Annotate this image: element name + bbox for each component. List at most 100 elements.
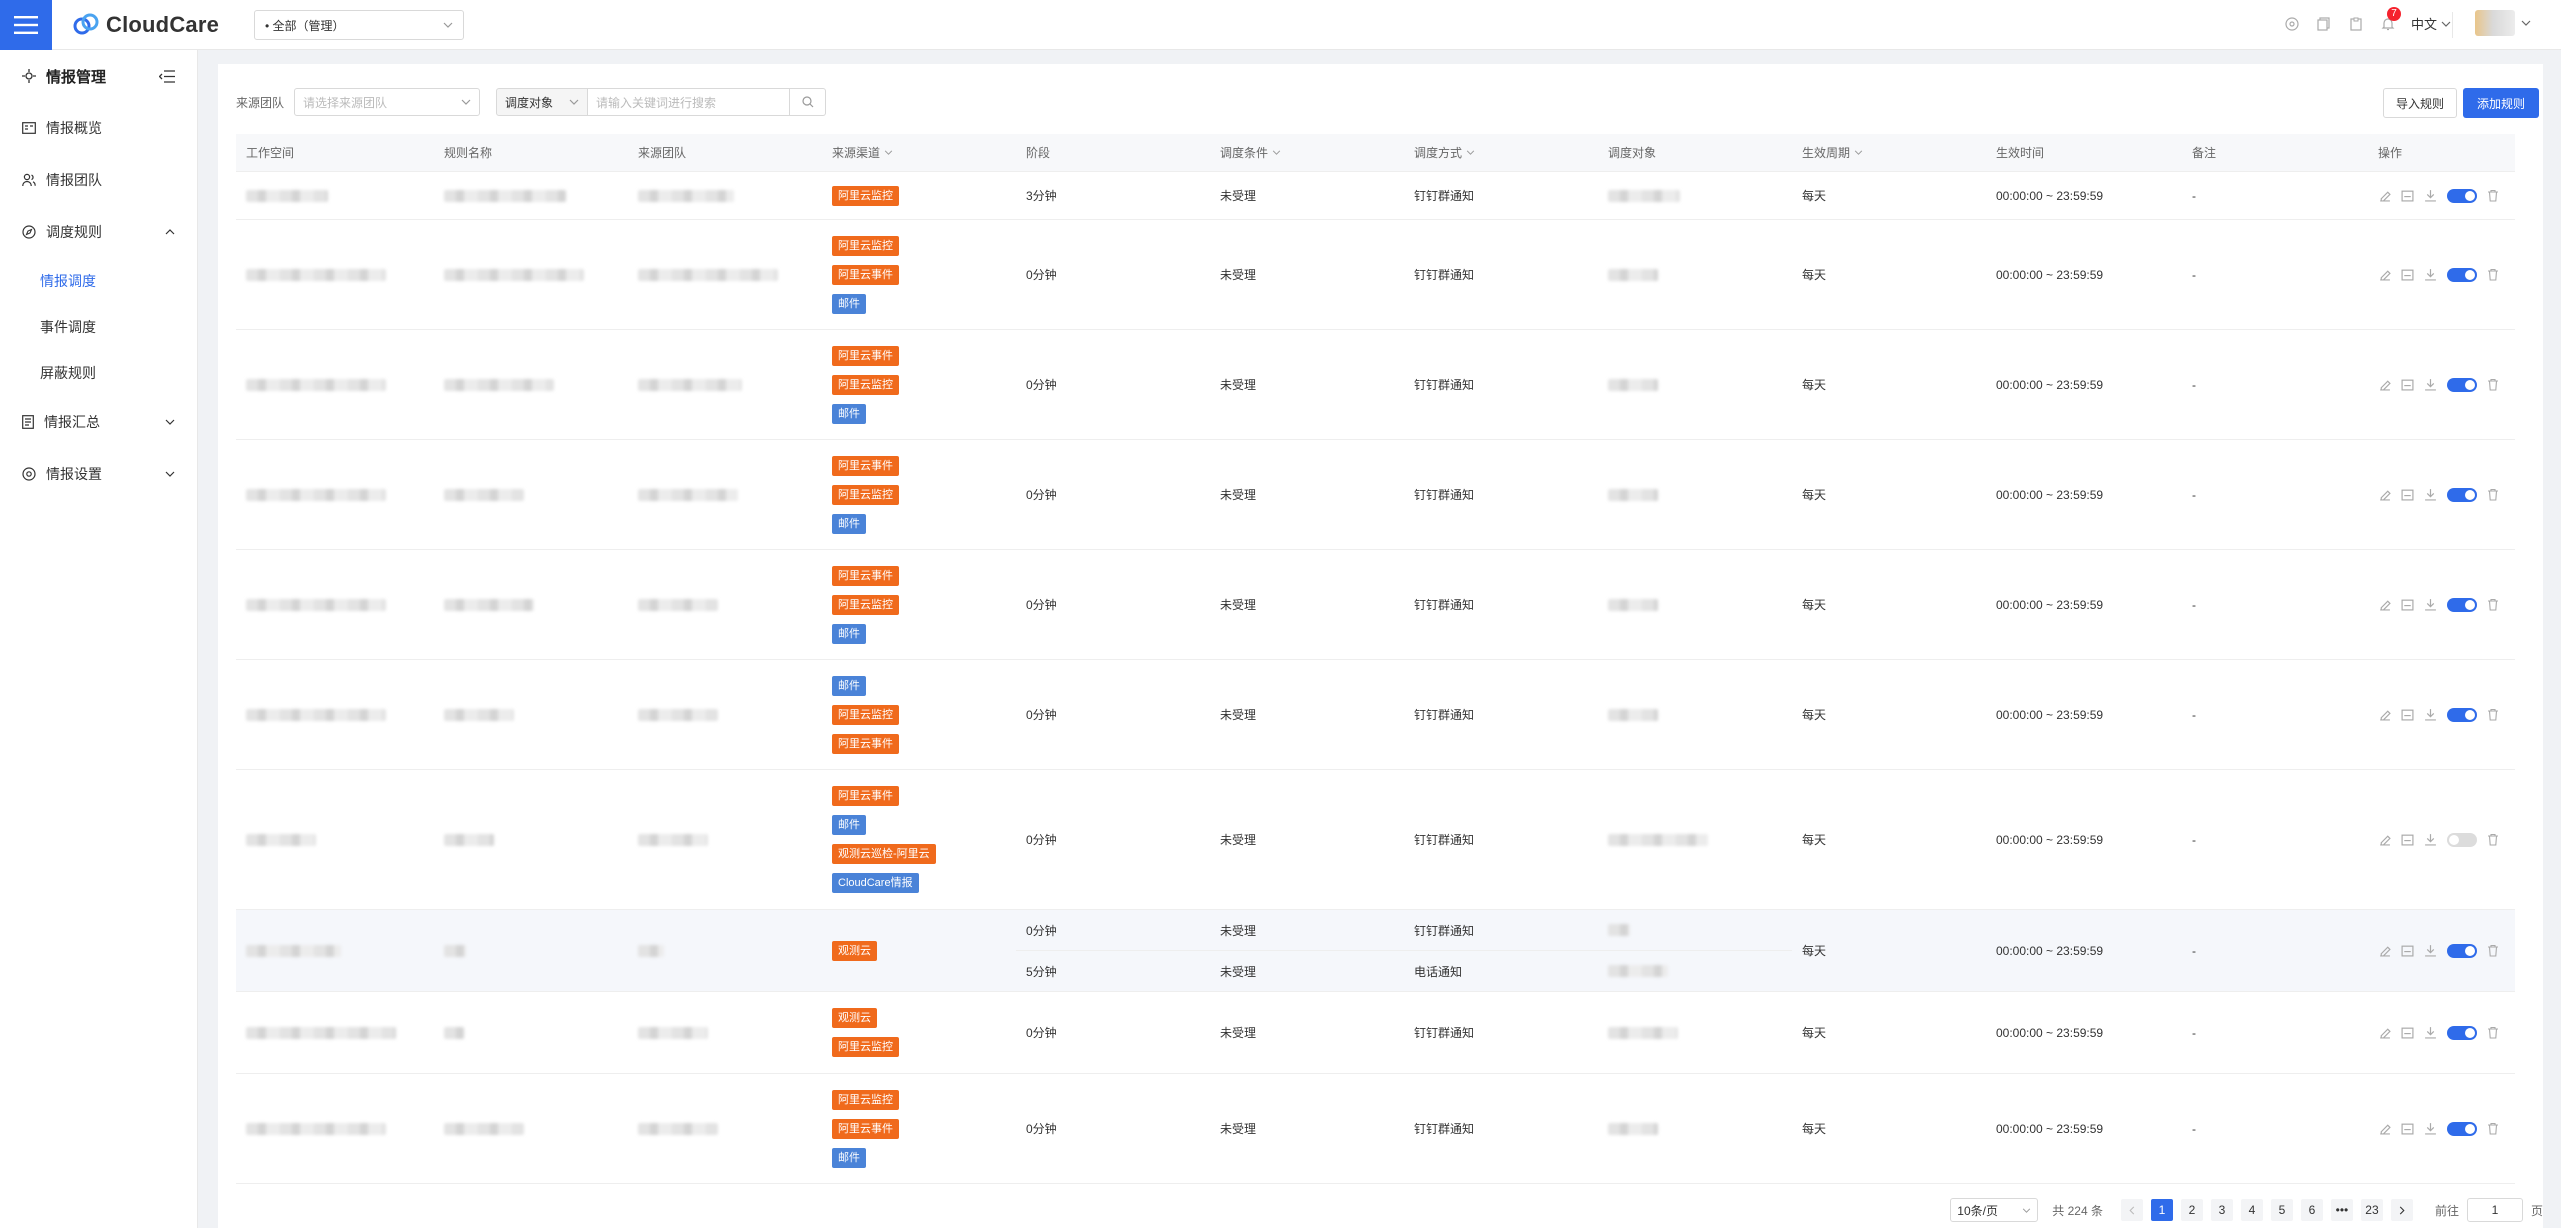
enable-toggle[interactable] bbox=[2447, 188, 2477, 203]
copy-rule-icon[interactable] bbox=[2401, 598, 2414, 611]
download-icon[interactable] bbox=[2424, 1122, 2437, 1135]
download-icon[interactable] bbox=[2424, 944, 2437, 957]
enable-toggle[interactable] bbox=[2447, 1025, 2477, 1040]
download-icon[interactable] bbox=[2424, 189, 2437, 202]
enable-toggle[interactable] bbox=[2447, 377, 2477, 392]
page-button[interactable]: 3 bbox=[2210, 1199, 2233, 1221]
enable-toggle[interactable] bbox=[2447, 267, 2477, 282]
copy-rule-icon[interactable] bbox=[2401, 1122, 2414, 1135]
download-icon[interactable] bbox=[2424, 833, 2437, 846]
copy-rule-icon[interactable] bbox=[2401, 1026, 2414, 1039]
settings-icon bbox=[22, 467, 36, 481]
download-icon[interactable] bbox=[2424, 1026, 2437, 1039]
next-page-button[interactable] bbox=[2390, 1199, 2413, 1221]
edit-icon[interactable] bbox=[2378, 378, 2391, 391]
copy-rule-icon[interactable] bbox=[2401, 488, 2414, 501]
workspace-select[interactable]: • 全部（管理） bbox=[254, 10, 464, 40]
page-button[interactable]: 5 bbox=[2270, 1199, 2293, 1221]
edit-icon[interactable] bbox=[2378, 833, 2391, 846]
cell-time-value: 00:00:00 ~ 23:59:59 bbox=[1996, 267, 2104, 282]
menu-toggle-button[interactable] bbox=[0, 0, 52, 50]
enable-toggle[interactable] bbox=[2447, 487, 2477, 502]
copy-icon[interactable] bbox=[2315, 15, 2333, 33]
sidebar-item-summary[interactable]: 情报汇总 bbox=[0, 396, 197, 448]
sidebar-subitem-event-dispatch[interactable]: 事件调度 bbox=[40, 319, 96, 335]
notification-button[interactable]: 7 bbox=[2379, 6, 2401, 33]
page-button[interactable]: 2 bbox=[2180, 1199, 2203, 1221]
download-icon[interactable] bbox=[2424, 268, 2437, 281]
sidebar-subitem-mute-rules[interactable]: 屏蔽规则 bbox=[40, 365, 96, 381]
copy-rule-icon[interactable] bbox=[2401, 944, 2414, 957]
column-header-source-channel[interactable]: 来源渠道 bbox=[822, 144, 1016, 161]
column-header-cycle[interactable]: 生效周期 bbox=[1792, 144, 1986, 161]
download-icon[interactable] bbox=[2424, 708, 2437, 721]
download-icon[interactable] bbox=[2424, 378, 2437, 391]
delete-icon[interactable] bbox=[2487, 1026, 2499, 1039]
edit-icon[interactable] bbox=[2378, 268, 2391, 281]
logo[interactable]: CloudCare bbox=[72, 8, 219, 42]
page-button[interactable]: 1 bbox=[2150, 1199, 2173, 1221]
copy-rule-icon[interactable] bbox=[2401, 189, 2414, 202]
page-size-select[interactable]: 10条/页 bbox=[1950, 1198, 2039, 1222]
collapse-menu-icon[interactable] bbox=[159, 69, 175, 83]
delete-icon[interactable] bbox=[2487, 268, 2499, 281]
copy-rule-icon[interactable] bbox=[2401, 378, 2414, 391]
page-button[interactable]: ••• bbox=[2330, 1199, 2353, 1221]
help-icon[interactable] bbox=[2283, 15, 2301, 33]
sidebar-subitem-intel-dispatch[interactable]: 情报调度 bbox=[40, 273, 96, 289]
goto-page-input[interactable]: 1 bbox=[2466, 1198, 2523, 1222]
sidebar-item-dispatch-rules[interactable]: 调度规则 bbox=[0, 206, 197, 258]
user-menu[interactable] bbox=[2475, 10, 2531, 36]
delete-icon[interactable] bbox=[2487, 1122, 2499, 1135]
cell-method: 钉钉群通知 bbox=[1404, 330, 1598, 439]
edit-icon[interactable] bbox=[2378, 598, 2391, 611]
delete-icon[interactable] bbox=[2487, 708, 2499, 721]
edit-icon[interactable] bbox=[2378, 708, 2391, 721]
copy-rule-icon[interactable] bbox=[2401, 268, 2414, 281]
enable-toggle[interactable] bbox=[2447, 707, 2477, 722]
cell-source-team bbox=[628, 550, 822, 659]
chevron-down-icon bbox=[2023, 1207, 2031, 1213]
cell-note: - bbox=[2182, 910, 2368, 991]
edit-icon[interactable] bbox=[2378, 488, 2391, 501]
clipboard-icon[interactable] bbox=[2347, 15, 2365, 33]
copy-rule-icon[interactable] bbox=[2401, 708, 2414, 721]
enable-toggle[interactable] bbox=[2447, 597, 2477, 612]
edit-icon[interactable] bbox=[2378, 189, 2391, 202]
cell-actions bbox=[2368, 992, 2509, 1073]
page-button[interactable]: 6 bbox=[2300, 1199, 2323, 1221]
download-icon[interactable] bbox=[2424, 488, 2437, 501]
delete-icon[interactable] bbox=[2487, 189, 2499, 202]
search-type-select[interactable]: 调度对象 bbox=[496, 88, 589, 116]
delete-icon[interactable] bbox=[2487, 944, 2499, 957]
delete-icon[interactable] bbox=[2487, 598, 2499, 611]
search-input[interactable]: 请输入关键词进行搜索 bbox=[588, 88, 791, 116]
sidebar-item-team[interactable]: 情报团队 bbox=[0, 154, 197, 206]
column-header-condition[interactable]: 调度条件 bbox=[1210, 144, 1404, 161]
edit-icon[interactable] bbox=[2378, 1026, 2391, 1039]
page-button[interactable]: 23 bbox=[2360, 1199, 2383, 1221]
search-button[interactable] bbox=[790, 88, 827, 116]
page-button[interactable]: 4 bbox=[2240, 1199, 2263, 1221]
edit-icon[interactable] bbox=[2378, 1122, 2391, 1135]
enable-toggle[interactable] bbox=[2447, 1121, 2477, 1136]
channel-tag: 观测云巡检-阿里云 bbox=[832, 844, 936, 864]
enable-toggle[interactable] bbox=[2447, 832, 2477, 847]
add-rule-button[interactable]: 添加规则 bbox=[2463, 88, 2539, 118]
edit-icon[interactable] bbox=[2378, 944, 2391, 957]
sidebar-item-overview[interactable]: 情报概览 bbox=[0, 102, 197, 154]
delete-icon[interactable] bbox=[2487, 833, 2499, 846]
copy-rule-icon[interactable] bbox=[2401, 833, 2414, 846]
sidebar-item-settings[interactable]: 情报设置 bbox=[0, 448, 197, 500]
notification-badge: 7 bbox=[2386, 6, 2401, 21]
enable-toggle[interactable] bbox=[2447, 943, 2477, 958]
column-header-method[interactable]: 调度方式 bbox=[1404, 144, 1598, 161]
import-rules-button[interactable]: 导入规则 bbox=[2383, 88, 2457, 118]
language-select[interactable]: 中文 bbox=[2411, 14, 2451, 33]
prev-page-button[interactable] bbox=[2120, 1199, 2143, 1221]
download-icon[interactable] bbox=[2424, 598, 2437, 611]
source-team-select[interactable]: 请选择来源团队 bbox=[294, 88, 481, 116]
delete-icon[interactable] bbox=[2487, 378, 2499, 391]
cell-method: 钉钉群通知 电话通知 bbox=[1404, 910, 1598, 991]
delete-icon[interactable] bbox=[2487, 488, 2499, 501]
